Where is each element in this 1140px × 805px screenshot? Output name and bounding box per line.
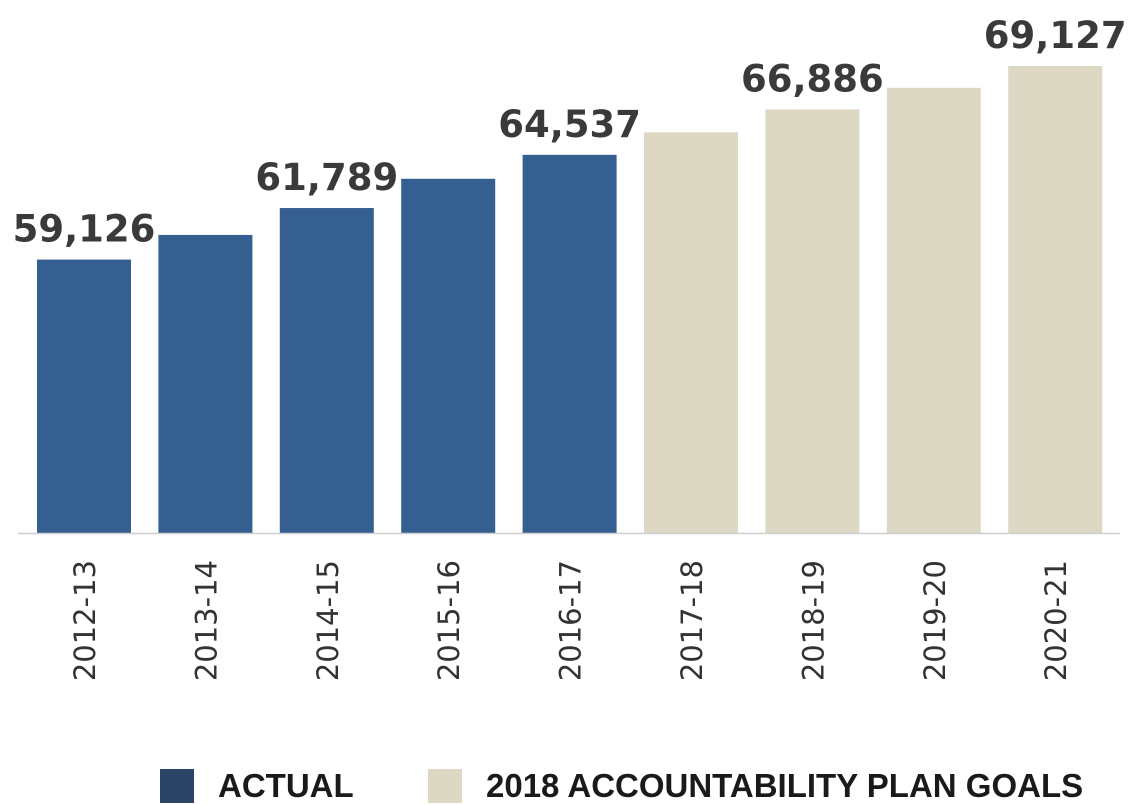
legend-item-actual: ACTUAL xyxy=(160,767,354,804)
legend-swatch-actual xyxy=(160,769,194,803)
x-tick-label-2013-14: 2013-14 xyxy=(189,560,223,681)
x-tick-labels-group: 2012-13 2013-14 2014-15 2015-16 2016-17 2017-… xyxy=(68,560,1073,681)
value-labels-group: 59,126 61,789 64,537 66,886 69,127 xyxy=(13,14,1127,251)
bars-group xyxy=(37,66,1103,534)
x-tick-label-2014-15: 2014-15 xyxy=(311,560,345,681)
x-tick-label-2015-16: 2015-16 xyxy=(432,560,466,681)
data-label-2016-17: 64,537 xyxy=(498,103,641,146)
data-label-2018-19: 66,886 xyxy=(741,57,884,100)
legend-label-goals: 2018 ACCOUNTABILITY PLAN GOALS xyxy=(486,767,1084,804)
data-label-2012-13: 59,126 xyxy=(13,208,156,251)
x-tick-label-2020-21: 2020-21 xyxy=(1039,560,1073,681)
x-tick-label-2017-18: 2017-18 xyxy=(675,560,709,681)
x-tick-label-2012-13: 2012-13 xyxy=(68,560,102,681)
bar-2012-13 xyxy=(37,259,131,533)
bar-2017-18 xyxy=(644,132,738,533)
bar-2016-17 xyxy=(522,154,617,533)
bar-2014-15 xyxy=(279,208,374,533)
data-label-2020-21: 69,127 xyxy=(984,14,1127,57)
legend-item-goals: 2018 ACCOUNTABILITY PLAN GOALS xyxy=(428,767,1084,804)
legend-label-actual: ACTUAL xyxy=(218,767,354,804)
legend-swatch-goals xyxy=(428,769,462,803)
bar-2018-19 xyxy=(765,109,860,533)
bar-2020-21 xyxy=(1008,66,1103,533)
x-tick-label-2019-20: 2019-20 xyxy=(918,560,952,681)
x-tick-label-2016-17: 2016-17 xyxy=(554,560,588,681)
bar-2013-14 xyxy=(158,234,253,533)
data-label-2014-15: 61,789 xyxy=(255,156,398,199)
bar-2019-20 xyxy=(886,87,981,533)
bar-2015-16 xyxy=(401,178,496,534)
x-tick-label-2018-19: 2018-19 xyxy=(796,560,830,681)
